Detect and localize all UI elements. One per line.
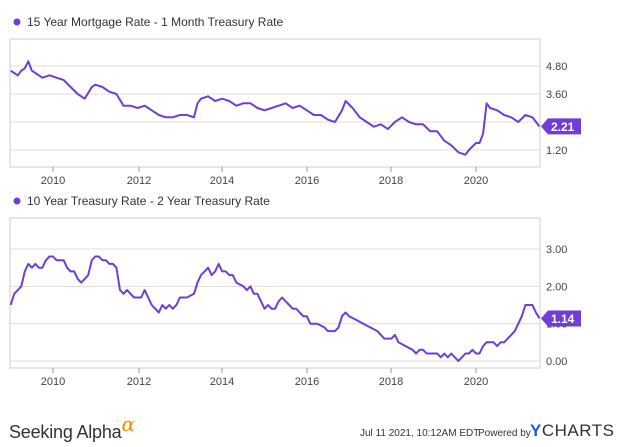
treasury-spread-panel: 10 Year Treasury Rate - 2 Year Treasury …: [9, 194, 581, 388]
legend-label-treasury: 10 Year Treasury Rate - 2 Year Treasury …: [27, 194, 270, 208]
last-value-badge-treasury: 1.14: [541, 310, 581, 327]
badge-text-mortgage: 2.21: [551, 120, 575, 134]
legend-marker-mortgage: [13, 18, 21, 26]
x-tick-mortgage-5: 2020: [464, 175, 488, 187]
legend-marker-treasury: [13, 197, 21, 205]
series-line-treasury: [9, 255, 541, 362]
x-tick-mortgage-1: 2012: [127, 175, 151, 187]
x-tick-treasury-1: 2012: [127, 376, 151, 388]
x-ticks-treasury: 2010 2012 2014 2016 2018 2020: [41, 368, 488, 388]
plot-frame-treasury: [9, 217, 541, 369]
x-ticks-mortgage: 2010 2012 2014 2016 2018 2020: [41, 167, 488, 187]
y-tick-treasury-3: 0.00: [546, 356, 567, 368]
x-tick-treasury-5: 2020: [464, 376, 488, 388]
legend-label-mortgage: 15 Year Mortgage Rate - 1 Month Treasury…: [27, 15, 283, 29]
gridlines-treasury: [10, 248, 540, 362]
x-tick-mortgage-0: 2010: [41, 175, 65, 187]
y-tick-treasury-0: 3.00: [546, 244, 567, 256]
x-tick-mortgage-4: 2018: [379, 175, 403, 187]
x-tick-mortgage-3: 2016: [295, 175, 319, 187]
y-tick-mortgage-1: 3.60: [546, 89, 567, 101]
badge-shape-mortgage: [541, 118, 581, 135]
x-tick-mortgage-2: 2014: [210, 175, 234, 187]
mortgage-spread-panel: 15 Year Mortgage Rate - 1 Month Treasury…: [9, 15, 581, 187]
gridlines-mortgage: [10, 65, 540, 151]
x-tick-treasury-2: 2014: [210, 376, 234, 388]
badge-text-treasury: 1.14: [551, 312, 575, 326]
last-value-badge-mortgage: 2.21: [541, 118, 581, 135]
y-ticks-treasury: 3.002.001.000.00: [546, 244, 567, 368]
plot-frame-mortgage: [9, 38, 541, 168]
x-tick-treasury-4: 2018: [379, 376, 403, 388]
y-tick-mortgage-3: 1.20: [546, 145, 567, 157]
y-tick-treasury-1: 2.00: [546, 281, 567, 293]
badge-shape-treasury: [541, 310, 581, 327]
y-ticks-mortgage: 4.803.602.401.20: [546, 61, 567, 157]
y-tick-mortgage-0: 4.80: [546, 61, 567, 73]
x-tick-treasury-3: 2016: [295, 376, 319, 388]
series-line-mortgage: [10, 60, 541, 156]
x-tick-treasury-0: 2010: [41, 376, 65, 388]
